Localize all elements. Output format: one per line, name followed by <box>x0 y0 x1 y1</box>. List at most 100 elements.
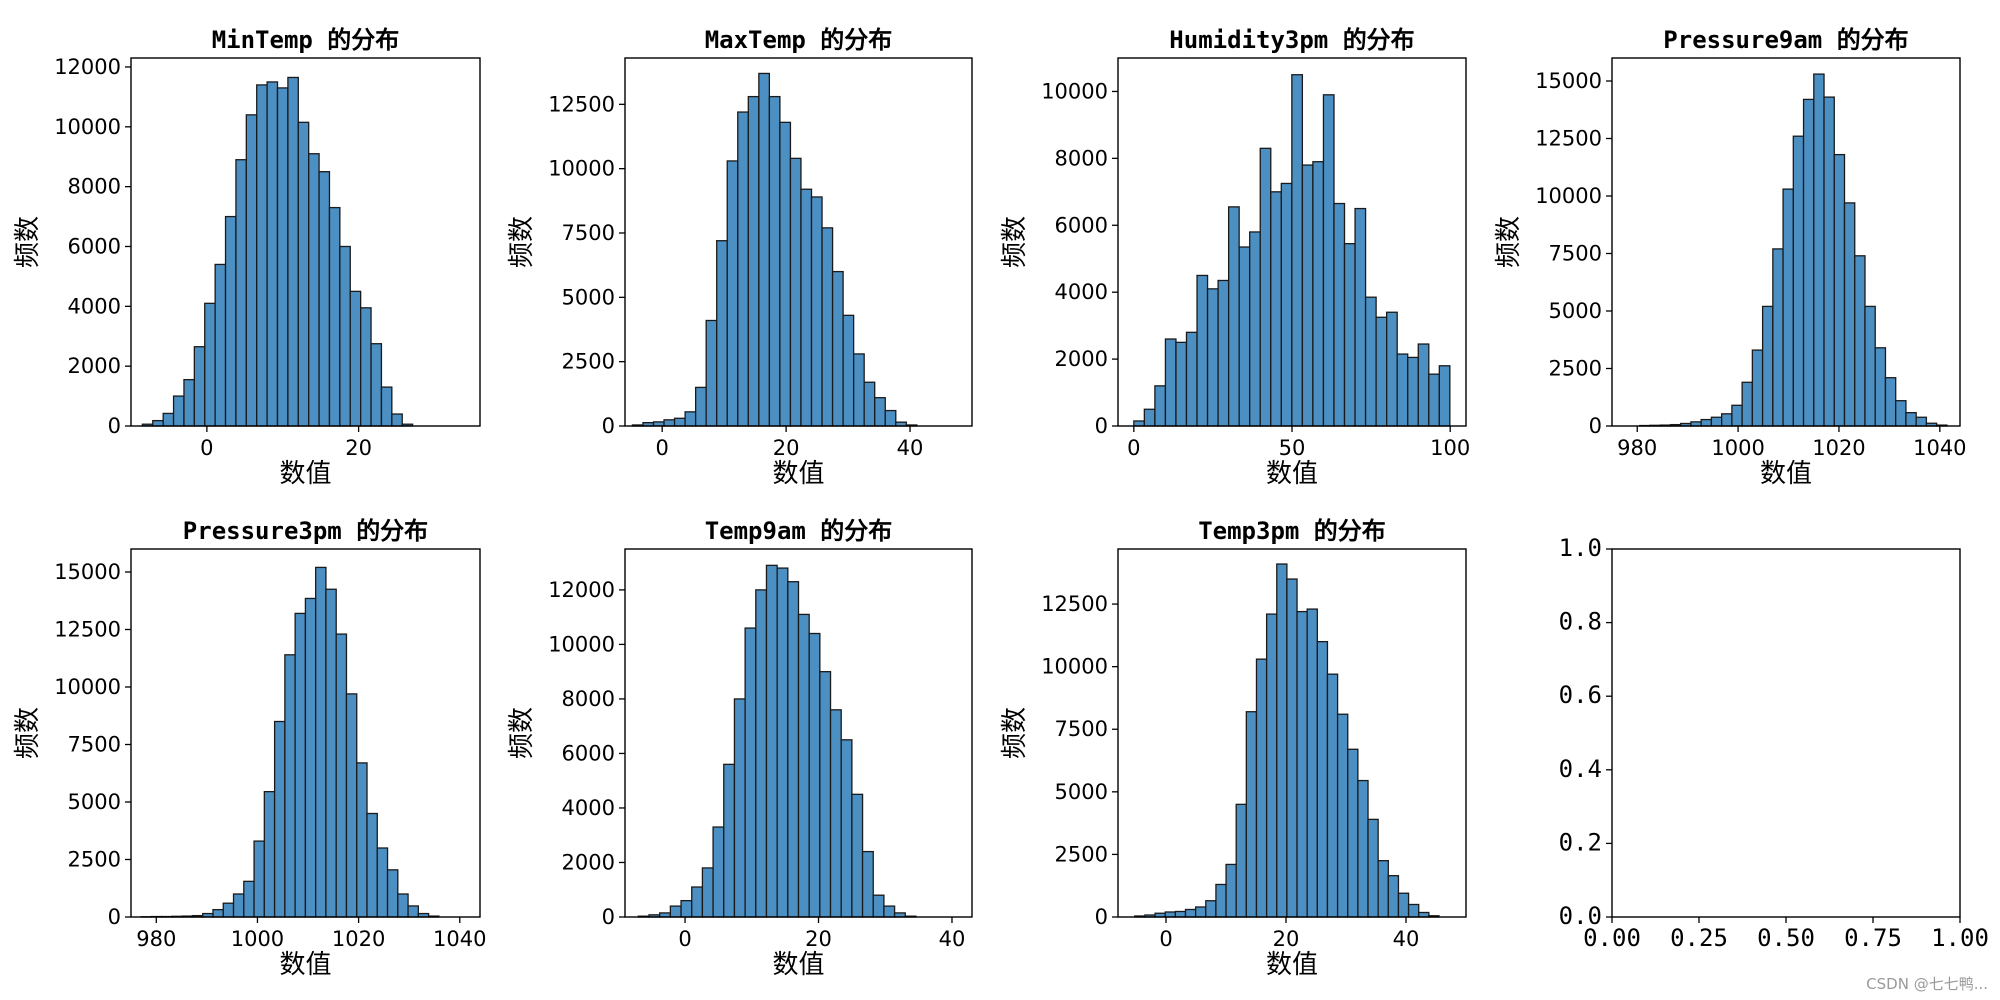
histogram-bar <box>747 95 760 427</box>
y-tick-label: 4000 <box>562 796 615 820</box>
y-tick-label: 0 <box>1095 414 1108 438</box>
histogram-bar <box>829 709 842 918</box>
histogram-bar <box>797 613 810 918</box>
histogram-bar <box>1184 908 1197 918</box>
y-tick-label: 0 <box>602 414 615 438</box>
x-axis-label: 数值 <box>279 950 331 980</box>
histogram-bar <box>1301 164 1314 427</box>
histogram-bar <box>1802 98 1815 427</box>
histogram-bar <box>755 589 768 918</box>
histogram-bar <box>1143 408 1156 427</box>
x-tick-label: 0.00 <box>1583 924 1641 952</box>
histogram-bar <box>212 908 224 918</box>
histogram-bar <box>872 894 885 918</box>
histogram-bar <box>851 793 864 918</box>
y-tick-label: 8000 <box>68 175 121 199</box>
y-tick-label: 8000 <box>562 687 615 711</box>
histogram-bar <box>1813 73 1825 427</box>
y-axis-label: 频数 <box>507 707 537 759</box>
x-tick-label: 0.75 <box>1844 924 1902 952</box>
y-tick-label: 10000 <box>1535 184 1602 208</box>
x-tick-label: 1000 <box>1711 436 1764 460</box>
histogram-bar <box>1364 296 1377 427</box>
histogram-bar <box>1196 274 1209 427</box>
y-tick-label: 0.6 <box>1559 681 1602 709</box>
histogram-bar <box>1386 311 1398 427</box>
x-tick-label: 20 <box>345 436 372 460</box>
histogram-bar <box>1205 900 1217 918</box>
histogram-bar <box>1741 381 1754 427</box>
histogram-bar <box>1255 658 1268 918</box>
histogram-bar <box>789 157 802 427</box>
histogram-bar <box>315 566 327 918</box>
histogram-bar <box>716 240 728 427</box>
x-tick-label: 40 <box>939 927 966 951</box>
histogram-bar <box>1276 563 1288 918</box>
histogram-bar <box>1194 906 1207 918</box>
y-tick-label: 7500 <box>1549 242 1602 266</box>
histogram-bar <box>1217 279 1230 427</box>
histogram-bar <box>360 307 372 427</box>
y-tick-label: 8000 <box>1055 146 1108 170</box>
histogram-bar <box>883 905 896 918</box>
histogram-bar <box>1843 202 1856 427</box>
histogram-bar <box>808 632 821 918</box>
y-tick-label: 6000 <box>68 234 121 258</box>
histogram-bar <box>874 397 886 427</box>
histogram-bar <box>273 720 286 918</box>
histogram-bar <box>691 886 704 918</box>
x-tick-label: 20 <box>773 436 800 460</box>
histogram-bar <box>222 902 235 918</box>
y-axis-label: 频数 <box>13 216 43 268</box>
histogram-bar <box>152 419 164 427</box>
histogram-panel-2: 0 20 40 0 2500 5000 7500 10000 12500 MaxTemp 的分布数… <box>507 26 973 489</box>
axes-frame <box>624 57 973 427</box>
x-tick-label: 1040 <box>1913 436 1966 460</box>
x-tick-label: 1020 <box>1812 436 1865 460</box>
histogram-bar <box>1164 338 1177 427</box>
y-axis-label: 频数 <box>1000 216 1030 268</box>
x-tick-label: 40 <box>897 436 924 460</box>
y-tick-label: 0 <box>1095 905 1108 929</box>
histogram-bar <box>1751 349 1764 427</box>
y-tick-label: 2500 <box>562 350 615 374</box>
histogram-bar <box>726 160 739 427</box>
histogram-bar <box>243 880 255 918</box>
histogram-bar <box>1407 356 1419 427</box>
histogram-panel-1: 0 20 0 2000 4000 6000 8000 10000 12000 MinTemp 的分… <box>13 26 481 489</box>
histogram-bar <box>287 76 299 427</box>
histogram-bar <box>758 72 771 427</box>
histogram-bar <box>694 386 707 427</box>
y-tick-label: 15000 <box>1535 69 1602 93</box>
histogram-bar <box>861 850 874 918</box>
y-tick-label: 0 <box>602 905 615 929</box>
x-axis-label: 数值 <box>1760 459 1812 489</box>
histogram-bar <box>1343 243 1356 427</box>
histogram-bar <box>701 867 714 918</box>
histogram-bar <box>183 378 196 427</box>
histogram-bar <box>744 627 757 918</box>
histogram-bar <box>840 739 853 918</box>
y-axis-label: 频数 <box>13 707 43 759</box>
histogram-bar <box>779 121 792 427</box>
histogram-bar <box>723 763 736 918</box>
histogram-bar <box>884 409 897 427</box>
histogram-bar <box>1367 818 1379 918</box>
histogram-bar <box>776 567 789 918</box>
histogram-bar <box>673 417 686 427</box>
x-tick-label: 980 <box>136 927 176 951</box>
histogram-bar <box>172 395 185 427</box>
histogram-bar <box>1296 610 1308 918</box>
y-tick-label: 2500 <box>68 848 121 872</box>
y-tick-label: 12500 <box>548 92 615 116</box>
histogram-bar <box>245 114 258 427</box>
histogram-bar <box>328 206 341 427</box>
y-tick-label: 12500 <box>54 618 121 642</box>
histogram-bar <box>819 671 832 918</box>
histogram-bar <box>284 654 296 918</box>
histogram-bar <box>397 893 409 918</box>
axes-frame <box>1611 548 1961 918</box>
histogram-bar <box>1245 711 1258 918</box>
y-tick-label: 0 <box>1589 414 1602 438</box>
y-tick-label: 12500 <box>1535 127 1602 151</box>
